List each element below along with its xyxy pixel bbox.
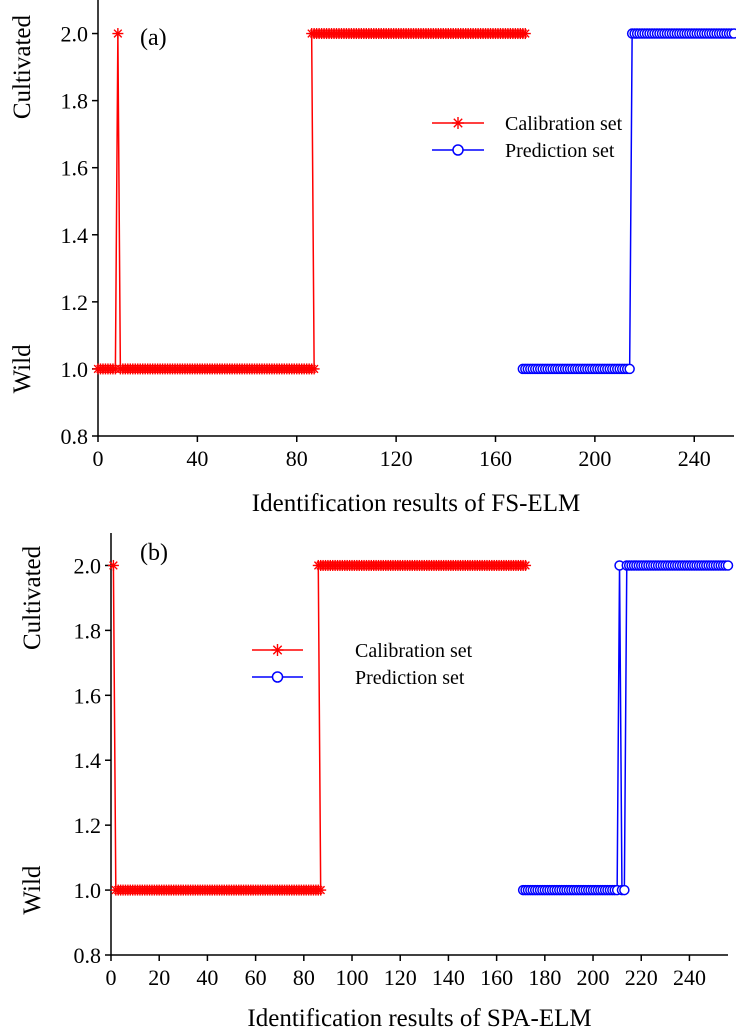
y-tick-label: 1.0 [61,357,89,382]
chart-panel-b: 0.8 1.0 1.2 1.4 1.6 1.8 2.0 0 20 40 60 80 100 120 140 1… [19,533,733,1031]
x-tick-label: 0 [93,446,104,471]
y-tick-label: 0.8 [74,943,102,968]
x-tick-label: 160 [479,446,512,471]
series-line [113,565,525,890]
x-tick-label: 240 [678,446,711,471]
legend-label: Calibration set [505,113,623,135]
legend-circle-marker [453,145,463,155]
y-tick-label: 1.2 [61,290,89,315]
chart-panel-a: 0.8 1.0 1.2 1.4 1.6 1.8 2.0 0 40 80 120 160 200 240 (a… [9,0,736,517]
x-axis-label: Identification results of SPA-ELM [247,1005,591,1031]
asterisk-marker [112,28,123,39]
y-tick-label: 0.8 [61,424,89,449]
series-prediction [518,29,736,373]
chart-title: (a) [140,25,167,51]
x-tick-label: 40 [186,446,208,471]
x-tick-label: 80 [286,446,308,471]
legend-item-prediction: Prediction set [252,667,465,689]
legend-circle-marker [273,672,283,682]
y-tick-label: 1.6 [74,683,102,708]
x-tick-label: 220 [625,965,658,990]
x-tick-label: 120 [380,446,413,471]
y-tick-label: 1.4 [61,223,89,248]
x-tick-label: 240 [673,965,706,990]
series-calibration [108,560,531,896]
legend-label: Calibration set [355,640,473,662]
circle-marker [625,364,634,373]
circle-marker [730,29,736,38]
y-tick-label: 1.8 [61,89,89,114]
chart-title: (b) [140,540,168,566]
asterisk-marker [520,28,531,39]
y-axis-label-cultivated: Cultivated [9,15,36,120]
legend-item-calibration: Calibration set [432,113,623,135]
y-tick-label: 1.0 [74,878,102,903]
x-tick-label: 200 [578,446,611,471]
series-line [98,34,525,369]
series-calibration [93,28,531,374]
y-tick-label: 2.0 [74,553,102,578]
circle-marker [620,886,629,895]
y-tick-label: 1.6 [61,156,89,181]
legend-label: Prediction set [505,140,615,162]
legend-label: Prediction set [355,667,465,689]
series-prediction [519,561,733,895]
x-tick-label: 80 [293,965,315,990]
legend-asterisk-marker [272,644,284,656]
y-tick-label: 2.0 [61,22,89,47]
x-tick-label: 200 [577,965,610,990]
x-tick-label: 0 [106,965,117,990]
series-line [523,34,734,369]
x-tick-label: 160 [480,965,513,990]
circle-marker [724,561,733,570]
x-tick-label: 40 [196,965,218,990]
legend: Calibration set Prediction set [432,113,623,162]
asterisk-marker [108,560,119,571]
legend-asterisk-marker [452,117,464,129]
x-tick-label: 180 [528,965,561,990]
x-tick-label: 100 [336,965,369,990]
y-tick-label: 1.4 [74,748,102,773]
x-axis-label: Identification results of FS-ELM [252,490,580,517]
y-tick-label: 1.8 [74,618,102,643]
series-line [523,565,728,890]
asterisk-marker [315,885,326,896]
x-tick-label: 60 [245,965,267,990]
asterisk-marker [520,560,531,571]
x-tick-label: 120 [384,965,417,990]
x-tick-label: 20 [148,965,170,990]
y-axis-label-cultivated: Cultivated [19,545,46,650]
y-tick-label: 1.2 [74,813,102,838]
legend-item-calibration: Calibration set [252,640,473,662]
legend: Calibration set Prediction set [252,640,473,689]
x-tick-label: 140 [432,965,465,990]
legend-item-prediction: Prediction set [432,140,615,162]
y-axis-label-wild: Wild [9,344,36,393]
y-axis-label-wild: Wild [19,865,46,914]
